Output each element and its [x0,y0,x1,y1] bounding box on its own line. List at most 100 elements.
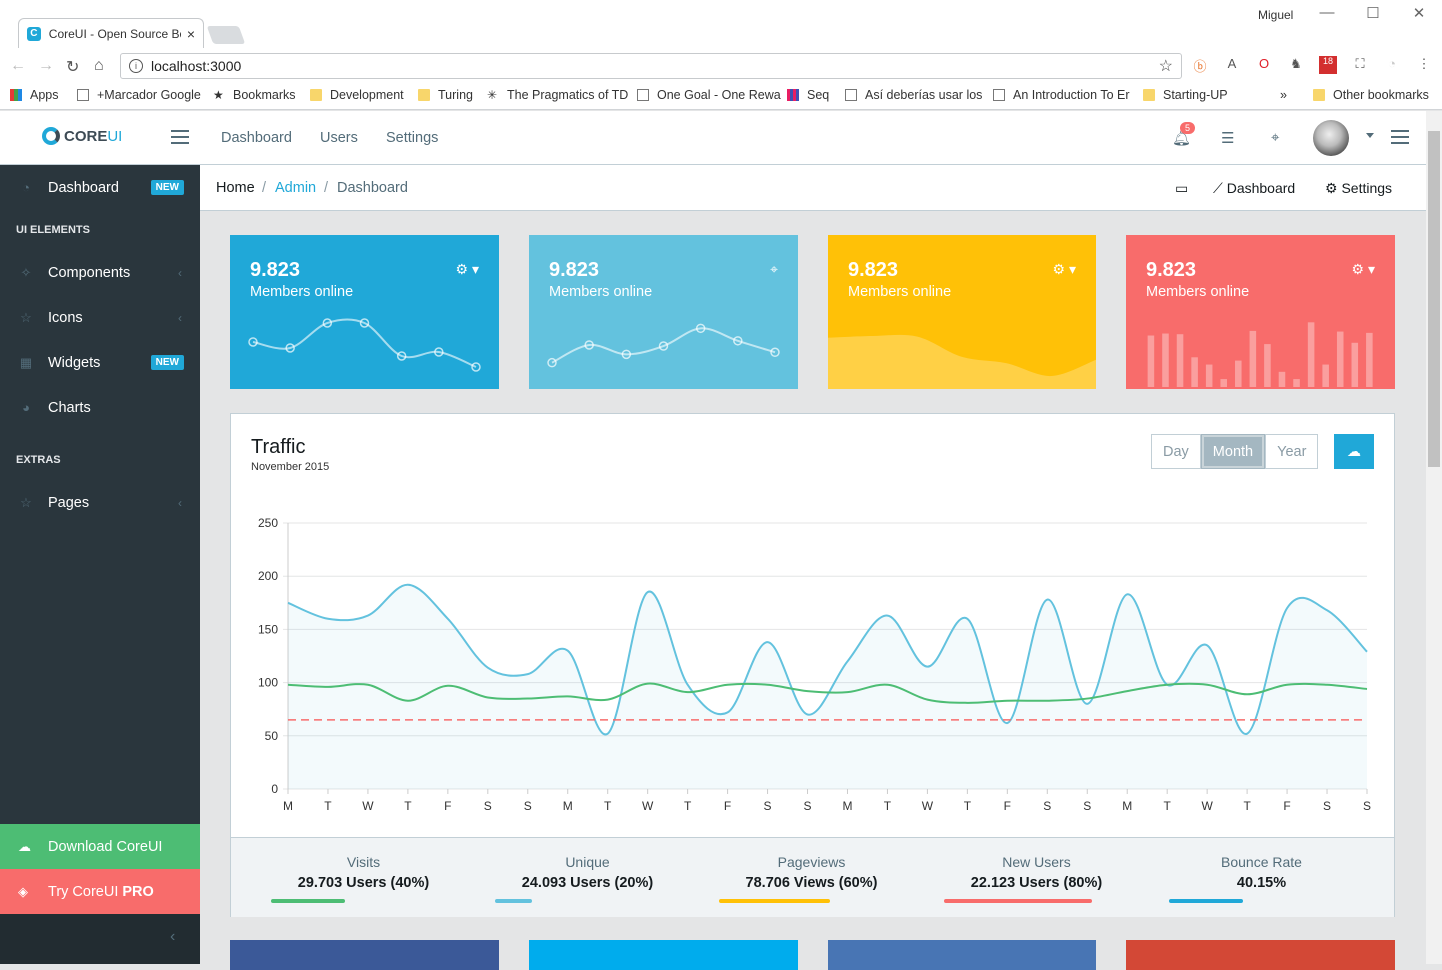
close-window-icon[interactable]: ✕ [1412,5,1426,22]
bookmark-one-goal[interactable]: One Goal - One Rewa [637,88,781,102]
bookmark-development[interactable]: Development [310,88,404,102]
back-icon[interactable]: ← [10,57,26,74]
try-coreui-pro-button[interactable]: ◈ Try CoreUI PRO [0,869,200,914]
scrollbar-thumb[interactable] [1428,131,1440,467]
period-month-button[interactable]: Month [1200,434,1266,469]
sidebar-item-icons[interactable]: ☆ Icons ‹ [0,295,200,340]
home-icon[interactable]: ⌂ [94,57,104,74]
bookmark-marcador[interactable]: +Marcador Google [77,88,201,102]
bookmark-pragmatics[interactable]: ✳ The Pragmatics of TD [487,88,628,102]
x-tick-label: W [362,799,374,813]
tab-title: CoreUI - Open Source Bo [48,26,181,41]
chevron-left-icon: ‹ [178,310,182,325]
profile-name[interactable]: Miguel [1258,8,1294,22]
reload-icon[interactable]: ↻ [66,59,80,76]
bell-icon[interactable]: 🔔︎ [1172,130,1192,147]
extension-evernote-icon[interactable]: ♞ [1290,56,1302,71]
minimize-icon[interactable]: — [1319,4,1335,21]
y-tick-label: 150 [258,622,278,636]
breadcrumb-home[interactable]: Home [216,180,255,196]
sidebar-item-charts[interactable]: ◕ Charts [0,385,200,430]
maximize-icon[interactable]: ☐ [1366,5,1380,22]
sparkline-path [252,318,477,368]
bookmark-starting-up[interactable]: Starting-UP [1143,88,1228,102]
extension-screenshot-icon[interactable]: ⛶ [1355,56,1365,71]
x-tick-label: S [1363,799,1371,813]
bookmark-other[interactable]: Other bookmarks [1313,88,1429,102]
brand-logo[interactable]: CORE UI [42,127,122,145]
extension-calendar-icon[interactable]: 18 [1319,56,1337,74]
bookmark-label: One Goal - One Rewa [657,88,781,102]
bookmark-bookmarks[interactable]: ★ Bookmarks [213,88,296,102]
card-label: Members online [1146,284,1250,300]
speech-bubble-icon[interactable]: ▭ [1175,180,1189,196]
close-tab-icon[interactable]: × [186,25,195,42]
cloud-download-button[interactable]: ☁ [1334,434,1374,469]
stat-label: Pageviews [777,854,846,870]
period-day-button[interactable]: Day [1151,434,1201,469]
stat-label: Unique [565,854,610,870]
card-sparkline [248,318,481,372]
bookmark-turing[interactable]: Turing [418,88,473,102]
browser-tab[interactable]: C CoreUI - Open Source Bo × [18,18,204,48]
bookmark-asi[interactable]: Así deberías usar los [845,88,982,102]
list-icon[interactable]: ☰ [1221,130,1235,147]
breadcrumb-admin[interactable]: Admin [275,180,317,196]
social-card-facebook [230,940,499,970]
location-pin-icon[interactable]: ⌖ [1271,129,1280,146]
forward-icon[interactable]: → [38,57,54,74]
bookmark-star-icon[interactable]: ☆ [1158,58,1173,75]
url-text[interactable]: localhost:3000 [151,58,242,74]
location-pin-icon[interactable]: ⌖ [770,261,778,277]
sidebar-item-widgets[interactable]: ▦ Widgets NEW [0,340,200,385]
extension-gray-icon[interactable]: ◔ [1388,56,1396,71]
nav-users[interactable]: Users [320,130,358,146]
nav-settings[interactable]: Settings [386,130,439,146]
extension-b-icon[interactable]: ⓑ [1193,59,1207,74]
sidebar-toggler-icon[interactable] [171,130,189,144]
breadcrumb-menu-settings[interactable]: ⚙ Settings [1325,180,1392,197]
y-tick-label: 50 [265,729,279,743]
extension-opera-icon[interactable]: O [1258,56,1270,71]
x-tick-label: S [1323,799,1331,813]
address-bar[interactable]: i localhost:3000 ☆ [120,53,1182,79]
nav-dashboard[interactable]: Dashboard [221,130,292,146]
card-area-chart [828,334,1096,389]
gear-dropdown-icon[interactable]: ⚙ ▾ [455,261,479,277]
aside-toggler-icon[interactable] [1391,130,1409,144]
period-year-button[interactable]: Year [1265,434,1319,469]
menu-dots-icon[interactable]: ⋮ [1417,56,1431,71]
period-toggle: Day Month Year [1151,434,1319,469]
page-scrollbar[interactable] [1426,111,1442,964]
download-coreui-button[interactable]: ☁ Download CoreUI [0,824,200,869]
y-tick-label: 0 [271,782,278,796]
x-tick-label: T [324,799,332,813]
chevron-left-icon: ‹ [178,495,182,510]
new-badge: NEW [150,355,184,370]
new-tab-button[interactable] [206,26,246,44]
traffic-footer: Visits 29.703 Users (40%) Unique 24.093 … [231,837,1394,917]
avatar[interactable] [1313,120,1349,156]
gear-dropdown-icon[interactable]: ⚙ ▾ [1351,261,1375,277]
sidebar-item-pages[interactable]: ☆ Pages ‹ [0,480,200,525]
bookmark-seq[interactable]: Seq [787,88,829,102]
bookmark-label: Turing [438,88,473,102]
sidebar-item-components[interactable]: ✧ Components ‹ [0,250,200,295]
sidebar-item-label: Charts [48,399,91,416]
extension-translate-icon[interactable]: A [1227,56,1237,71]
bookmark-introduction[interactable]: An Introduction To Er [993,88,1130,102]
chevron-down-icon[interactable] [1366,133,1374,138]
sidebar-item-label: Dashboard [48,179,119,196]
try-label: Try CoreUI [48,883,119,900]
bar-mark [1147,335,1155,387]
bookmarks-overflow[interactable]: » [1280,88,1287,102]
bookmark-apps[interactable]: Apps [10,88,59,102]
sidebar-minimizer[interactable]: ‹ [0,914,200,964]
sparkline-point [322,318,333,328]
sidebar-item-dashboard[interactable]: ◔ Dashboard NEW [0,165,200,210]
bar-mark [1220,379,1228,387]
breadcrumb-menu-dashboard[interactable]: ⟋ Dashboard [1213,180,1295,197]
sidebar-item-label: Widgets [48,354,101,371]
gear-dropdown-icon[interactable]: ⚙ ▾ [1052,261,1076,277]
info-icon[interactable]: i [129,59,143,73]
